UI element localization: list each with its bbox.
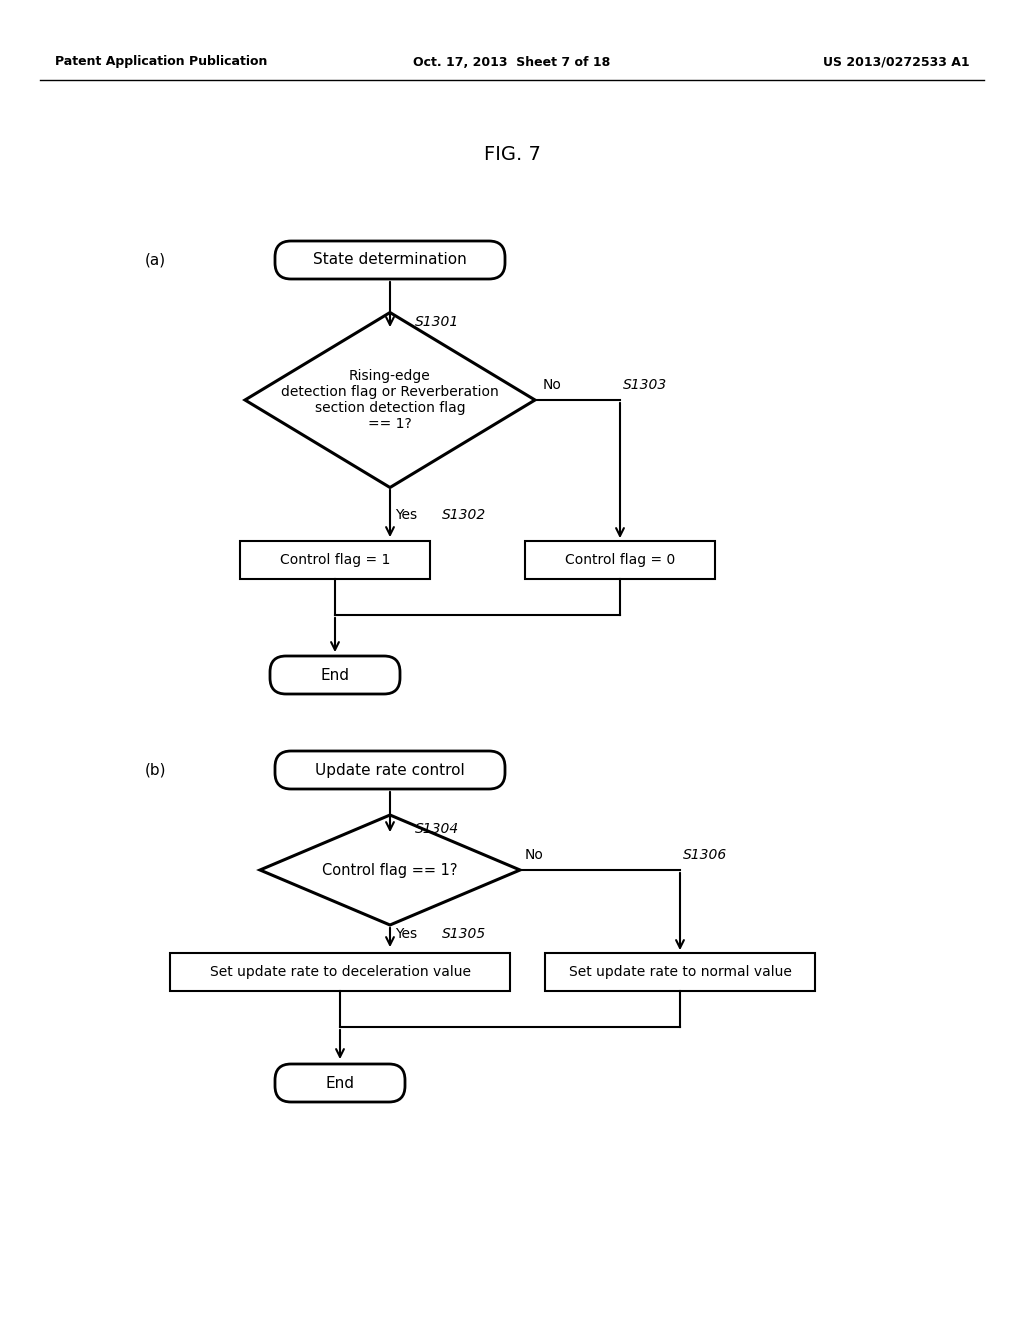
Text: (b): (b) [144, 763, 166, 777]
Text: Patent Application Publication: Patent Application Publication [55, 55, 267, 69]
FancyBboxPatch shape [275, 242, 505, 279]
Text: Rising-edge
detection flag or Reverberation
section detection flag
== 1?: Rising-edge detection flag or Reverberat… [282, 368, 499, 432]
Bar [545, 953, 815, 991]
Text: End: End [326, 1076, 354, 1090]
Text: Set update rate to normal value: Set update rate to normal value [568, 965, 792, 979]
Text: S1304: S1304 [415, 822, 459, 836]
Text: Set update rate to deceleration value: Set update rate to deceleration value [210, 965, 470, 979]
Text: Control flag = 0: Control flag = 0 [565, 553, 675, 568]
Text: Control flag == 1?: Control flag == 1? [323, 862, 458, 878]
Text: S1303: S1303 [623, 378, 668, 392]
Text: Update rate control: Update rate control [315, 763, 465, 777]
Text: S1302: S1302 [442, 508, 486, 521]
Text: Yes: Yes [395, 927, 417, 941]
Text: (a): (a) [144, 252, 166, 268]
Text: Oct. 17, 2013  Sheet 7 of 18: Oct. 17, 2013 Sheet 7 of 18 [414, 55, 610, 69]
Polygon shape [245, 313, 535, 487]
Text: Yes: Yes [395, 508, 417, 521]
Text: S1305: S1305 [442, 927, 486, 941]
Text: S1306: S1306 [683, 847, 727, 862]
Text: State determination: State determination [313, 252, 467, 268]
FancyBboxPatch shape [275, 751, 505, 789]
Polygon shape [260, 814, 520, 925]
Text: US 2013/0272533 A1: US 2013/0272533 A1 [823, 55, 970, 69]
Text: No: No [525, 847, 544, 862]
FancyBboxPatch shape [275, 1064, 406, 1102]
Text: End: End [321, 668, 349, 682]
Bar [170, 953, 510, 991]
Text: No: No [543, 378, 562, 392]
Text: Control flag = 1: Control flag = 1 [280, 553, 390, 568]
Bar [240, 541, 430, 579]
Bar [525, 541, 715, 579]
Text: S1301: S1301 [415, 315, 459, 329]
Text: FIG. 7: FIG. 7 [483, 145, 541, 165]
FancyBboxPatch shape [270, 656, 400, 694]
